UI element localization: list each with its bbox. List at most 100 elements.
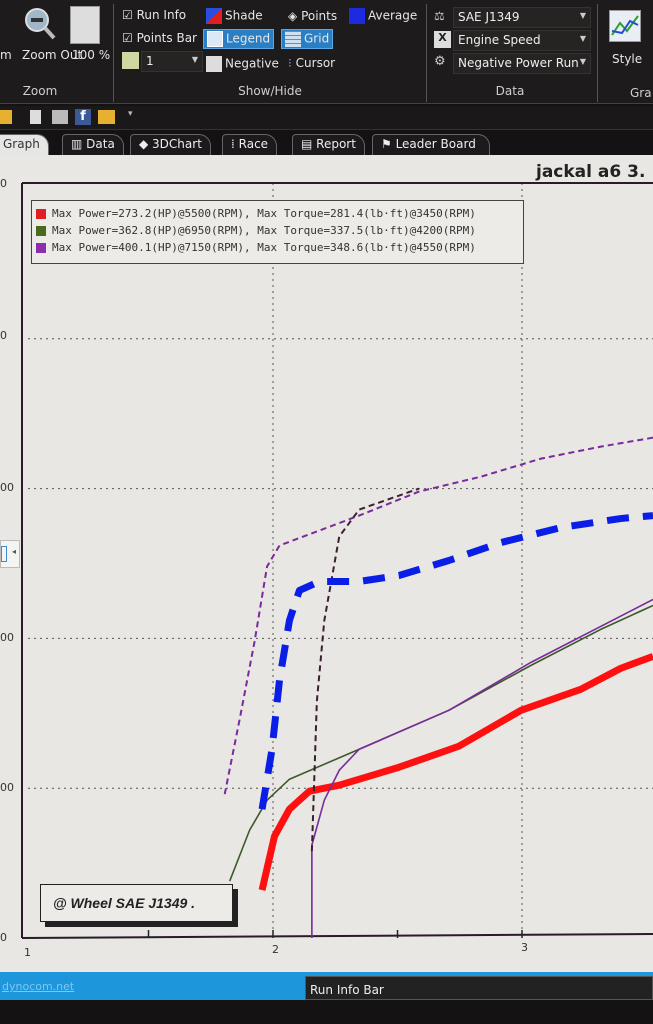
tab-report[interactable]: ▤ Report xyxy=(292,134,365,155)
legend-item: Max Power=273.2(HP)@5500(RPM), Max Torqu… xyxy=(36,205,523,222)
grid-label: Grid xyxy=(304,31,330,46)
run-info-bar[interactable]: Run Info Bar xyxy=(305,976,653,1000)
zoom-100-icon[interactable] xyxy=(70,6,100,44)
tab-label: Race xyxy=(238,137,269,151)
legend-swatch xyxy=(36,242,46,253)
run-info-label: Run Info xyxy=(136,8,187,22)
series-line-4 xyxy=(310,487,420,852)
grid-toggle[interactable]: Grid xyxy=(281,29,334,49)
series-line-3 xyxy=(223,436,653,795)
average-label: Average xyxy=(368,8,418,23)
panel-box-icon xyxy=(1,546,7,562)
facebook-icon[interactable]: f xyxy=(75,109,91,125)
showhide-group-label: Show/Hide xyxy=(238,84,302,98)
graph-panel xyxy=(0,155,653,972)
y-tick-label: 0 xyxy=(0,177,7,190)
data-group-label: Data xyxy=(495,84,525,98)
negative-icon xyxy=(206,56,222,72)
ribbon: m Zoom Out 100 % Zoom ☑ Run Info ☑ Point… xyxy=(0,0,653,104)
run-select-dropdown[interactable]: 1 ▼ xyxy=(141,51,203,72)
checkbox-checked-icon: ☑ xyxy=(122,8,133,22)
legend-icon xyxy=(207,31,223,47)
y-tick-label: 0 xyxy=(0,329,7,342)
graph-legend: Max Power=273.2(HP)@5500(RPM), Max Torqu… xyxy=(31,200,524,264)
legend-text: Max Power=362.8(HP)@6950(RPM), Max Torqu… xyxy=(52,224,476,237)
shade-toggle[interactable]: Shade xyxy=(206,8,263,24)
chevron-down-icon: ▼ xyxy=(191,55,198,64)
customize-toolbar-icon[interactable]: ▾ xyxy=(128,109,133,119)
tab-data[interactable]: ▥ Data xyxy=(62,134,124,155)
tab-3dchart[interactable]: ◆ 3DChart xyxy=(130,134,211,155)
open-folder-icon[interactable] xyxy=(0,110,12,124)
x-tick-label: 3 xyxy=(521,941,528,954)
standard-value: SAE J1349 xyxy=(458,10,520,24)
points-toggle[interactable]: ◈ Points xyxy=(288,9,337,23)
standard-dropdown[interactable]: SAE J1349 ▼ xyxy=(453,7,591,28)
average-toggle[interactable]: Average xyxy=(349,8,417,24)
website-link[interactable]: dynocom.net xyxy=(2,980,75,993)
shade-label: Shade xyxy=(225,8,263,23)
graph-group-label: Gra xyxy=(630,86,652,100)
legend-swatch xyxy=(36,208,46,219)
shade-icon xyxy=(206,8,222,24)
series-line-0 xyxy=(258,653,653,891)
chevron-down-icon: ▼ xyxy=(579,57,586,66)
tab-label: Data xyxy=(86,137,115,151)
legend-item: Max Power=400.1(HP)@7150(RPM), Max Torqu… xyxy=(36,239,523,256)
run-type-value: Negative Power Run xyxy=(458,56,579,70)
legend-item: Max Power=362.8(HP)@6950(RPM), Max Torqu… xyxy=(36,222,523,239)
legend-toggle[interactable]: Legend xyxy=(203,29,275,49)
x-axis xyxy=(21,933,653,939)
points-bar-checkbox[interactable]: ☑ Points Bar xyxy=(122,31,197,45)
divider xyxy=(113,4,114,102)
style-button[interactable]: Style xyxy=(612,52,643,66)
negative-toggle[interactable]: Negative xyxy=(206,56,279,72)
run-info-checkbox[interactable]: ☑ Run Info xyxy=(122,8,186,22)
tab-label: Report xyxy=(316,137,356,151)
y-tick-label: 0 xyxy=(0,931,7,944)
chevron-down-icon: ▼ xyxy=(579,34,586,43)
print-icon[interactable] xyxy=(52,110,68,124)
divider xyxy=(597,4,598,102)
tab-label: Graph xyxy=(3,137,40,151)
run-type-icon: ⚙ xyxy=(434,54,446,69)
style-icon[interactable] xyxy=(609,10,641,42)
points-icon: ◈ xyxy=(288,9,298,23)
zoom-out-icon[interactable] xyxy=(22,6,56,40)
new-document-icon[interactable] xyxy=(30,110,41,124)
dyno-chart[interactable] xyxy=(0,0,653,972)
correction-stamp: @ Wheel SAE J1349 . xyxy=(40,884,233,922)
tab-label: 3DChart xyxy=(152,137,202,151)
cursor-label: Cursor xyxy=(295,56,336,70)
average-icon xyxy=(349,8,365,24)
x-axis-value: Engine Speed xyxy=(458,33,541,47)
series-line-1 xyxy=(228,604,653,882)
tab-leader-board[interactable]: ⚑ Leader Board xyxy=(372,134,490,155)
legend-text: Max Power=273.2(HP)@5500(RPM), Max Torqu… xyxy=(52,207,476,220)
export-folder-icon[interactable] xyxy=(98,110,115,124)
run-type-dropdown[interactable]: Negative Power Run ▼ xyxy=(453,53,591,74)
tab-bar: Graph ▥ Data ◆ 3DChart ⁞ Race ▤ Report ⚑… xyxy=(0,131,653,155)
cursor-toggle[interactable]: ⁝ Cursor xyxy=(288,56,335,70)
y-tick-label: 00 xyxy=(0,481,14,494)
legend-label: Legend xyxy=(226,31,271,46)
chevron-down-icon: ▼ xyxy=(579,11,586,20)
legend-text: Max Power=400.1(HP)@7150(RPM), Max Torqu… xyxy=(52,241,476,254)
x-tick-label: 1 xyxy=(24,946,31,959)
x-axis-icon: X xyxy=(434,31,451,48)
quick-access-toolbar: f ▾ xyxy=(0,106,653,130)
expand-arrow-icon[interactable]: ◂ xyxy=(12,547,17,556)
grid-icon xyxy=(285,31,301,47)
zoom-in-button[interactable]: m xyxy=(0,48,12,62)
points-bar-label: Points Bar xyxy=(136,31,197,45)
run-select-value: 1 xyxy=(146,54,154,68)
run-graph-icon xyxy=(122,52,139,69)
tab-label: Leader Board xyxy=(395,137,476,151)
x-axis-dropdown[interactable]: Engine Speed ▼ xyxy=(453,30,591,51)
tab-graph[interactable]: Graph xyxy=(0,134,49,155)
collapsed-panel[interactable]: ◂ xyxy=(0,540,20,568)
standard-icon: ⚖ xyxy=(434,9,445,23)
y-tick-label: 00 xyxy=(0,631,14,644)
divider xyxy=(426,4,427,102)
tab-race[interactable]: ⁞ Race xyxy=(222,134,278,155)
